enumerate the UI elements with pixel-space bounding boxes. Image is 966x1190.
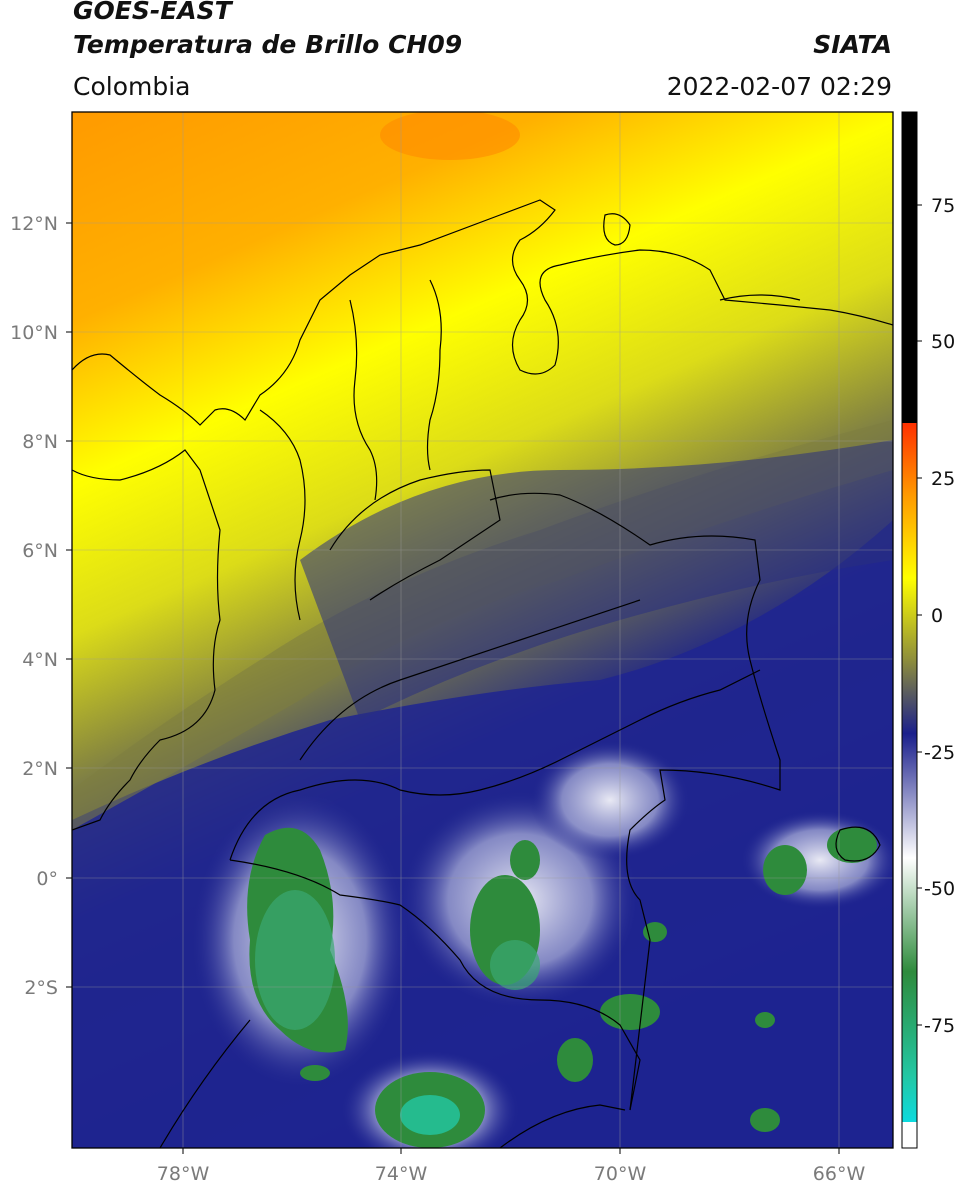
region-label: Colombia	[73, 72, 191, 101]
datetime-label: 2022-02-07 02:29	[666, 72, 892, 101]
lon-tick-label: 78°W	[157, 1163, 210, 1185]
colorbar: 75 50 25 0 -25 -50 -75	[901, 111, 955, 1149]
colorbar-tick-label: 50	[931, 331, 955, 353]
title-line2: Temperatura de Brillo CH09	[73, 30, 463, 59]
lon-tick-label: 66°W	[813, 1163, 866, 1185]
colorbar-frame	[901, 111, 918, 1149]
colorbar-tick-label: -25	[924, 742, 955, 764]
axis-ticks	[66, 222, 840, 1154]
source-label: SIATA	[813, 30, 892, 59]
lat-tick-label: 0°	[36, 868, 58, 890]
lat-tick-label: 2°S	[24, 977, 58, 999]
lat-tick-label: 8°N	[22, 431, 58, 453]
coastline-borders	[72, 199, 893, 1148]
lat-tick-label: 10°N	[10, 322, 58, 344]
colorbar-tick-label: 0	[931, 605, 943, 627]
colorbar-min-swatch	[902, 1122, 917, 1148]
lat-tick-label: 4°N	[22, 649, 58, 671]
satellite-imagery	[72, 112, 893, 1148]
grid-lines	[72, 112, 893, 1148]
lat-tick-label: 12°N	[10, 213, 58, 235]
colorbar-tick-label: 25	[931, 468, 955, 490]
lat-tick-label: 2°N	[22, 758, 58, 780]
colorbar-tick-label: -75	[924, 1015, 955, 1037]
colorbar-gradient	[902, 112, 917, 1148]
lon-tick-label: 74°W	[375, 1163, 428, 1185]
colorbar-tick-label: -50	[924, 878, 955, 900]
colorbar-tick-label: 75	[931, 195, 955, 217]
lon-tick-label: 70°W	[594, 1163, 647, 1185]
map-frame	[71, 111, 894, 1149]
title-line1: GOES-EAST	[73, 0, 232, 25]
lat-tick-label: 6°N	[22, 540, 58, 562]
